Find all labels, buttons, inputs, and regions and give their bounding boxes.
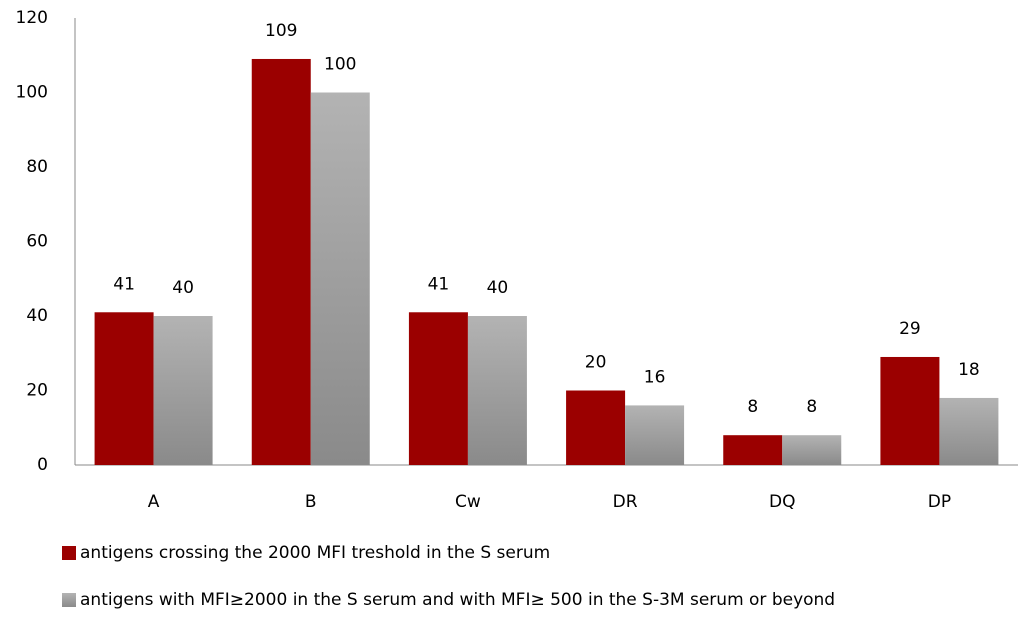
data-label: 100: [324, 55, 356, 75]
bar: [408, 312, 468, 465]
bar: [939, 397, 999, 465]
bar: [467, 316, 527, 465]
y-tick-label: 100: [16, 83, 48, 103]
data-label: 18: [958, 360, 980, 380]
data-label: 29: [899, 319, 921, 339]
bar: [251, 58, 311, 465]
legend-label: antigens crossing the 2000 MFI treshold …: [80, 543, 550, 563]
x-tick-label: DP: [928, 492, 951, 512]
data-label: 20: [585, 353, 607, 373]
bar: [94, 312, 154, 465]
legend-swatch: [62, 546, 76, 560]
data-label: 109: [265, 21, 297, 41]
x-tick-label: B: [305, 492, 317, 512]
y-tick-label: 0: [37, 455, 48, 475]
bar: [723, 435, 783, 465]
data-label: 41: [428, 274, 450, 294]
data-label: 16: [644, 367, 666, 387]
y-tick-label: 60: [26, 232, 48, 252]
x-tick-label: A: [148, 492, 160, 512]
y-tick-label: 40: [26, 306, 48, 326]
legend-swatch: [62, 593, 76, 607]
x-tick-label: Cw: [455, 492, 481, 512]
y-tick-label: 120: [16, 8, 48, 28]
data-label: 40: [487, 278, 509, 298]
bar: [153, 316, 213, 465]
bar: [880, 356, 940, 465]
data-label: 8: [806, 397, 817, 417]
data-label: 41: [113, 274, 135, 294]
bar: [566, 390, 626, 465]
data-label: 8: [747, 397, 758, 417]
x-tick-label: DQ: [769, 492, 795, 512]
legend-label: antigens with MFI≥2000 in the S serum an…: [80, 590, 835, 610]
x-tick-label: DR: [613, 492, 638, 512]
y-tick-label: 80: [26, 157, 48, 177]
bar: [782, 435, 842, 465]
data-label: 40: [172, 278, 194, 298]
y-tick-label: 20: [26, 381, 48, 401]
bar: [310, 92, 370, 465]
bar: [625, 405, 685, 465]
